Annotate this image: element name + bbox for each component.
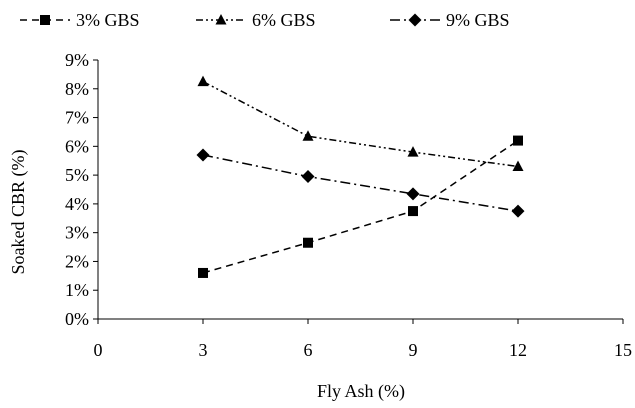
x-tick-label: 12 (509, 340, 527, 360)
y-tick-label: 6% (65, 136, 89, 156)
legend-label: 9% GBS (446, 10, 510, 30)
y-tick-label: 8% (65, 79, 89, 99)
data-point (301, 170, 315, 184)
y-tick-label: 5% (65, 165, 89, 185)
data-point (407, 146, 419, 157)
legend-item: 9% GBS (390, 10, 510, 30)
data-point (198, 267, 208, 278)
y-axis-ticks: 0% 1% 2% 3% 4% 5% 6% 7% 8% 9% (65, 50, 98, 329)
series-line (202, 80, 519, 168)
x-tick-label: 6 (304, 340, 313, 360)
x-tick-label: 0 (94, 340, 103, 360)
y-tick-label: 4% (65, 194, 89, 214)
data-point (303, 237, 313, 248)
axes (97, 60, 623, 320)
series-3 (196, 148, 525, 218)
legend-label: 6% GBS (252, 10, 316, 30)
data-point (197, 75, 209, 87)
y-tick-label: 2% (65, 251, 89, 271)
data-point (406, 187, 420, 201)
series-1 (198, 135, 523, 278)
x-axis-ticks: 0 3 6 9 12 15 (94, 319, 632, 360)
legend-item: 6% GBS (196, 10, 316, 30)
x-tick-label: 15 (614, 340, 632, 360)
legend-marker (408, 13, 422, 27)
y-tick-label: 3% (65, 223, 89, 243)
y-axis-title: Soaked CBR (%) (8, 150, 29, 275)
x-tick-label: 9 (409, 340, 418, 360)
data-point (513, 135, 523, 146)
data-point (302, 130, 314, 141)
data-point (408, 206, 418, 217)
y-tick-label: 0% (65, 309, 89, 329)
series-layer (196, 75, 525, 278)
series-line (202, 154, 519, 212)
x-tick-label: 3 (199, 340, 208, 360)
data-point (512, 160, 524, 171)
x-axis-title: Fly Ash (%) (317, 381, 405, 402)
legend: 3% GBS 6% GBS 9% GBS (20, 10, 510, 30)
legend-marker (40, 15, 50, 25)
legend-marker (215, 14, 227, 25)
y-tick-label: 9% (65, 50, 89, 70)
series-2 (197, 75, 524, 171)
legend-item: 3% GBS (20, 10, 140, 30)
y-tick-label: 7% (65, 108, 89, 128)
legend-label: 3% GBS (76, 10, 140, 30)
data-point (196, 148, 210, 162)
series-line (202, 139, 519, 274)
data-point (511, 204, 525, 218)
y-tick-label: 1% (65, 280, 89, 300)
